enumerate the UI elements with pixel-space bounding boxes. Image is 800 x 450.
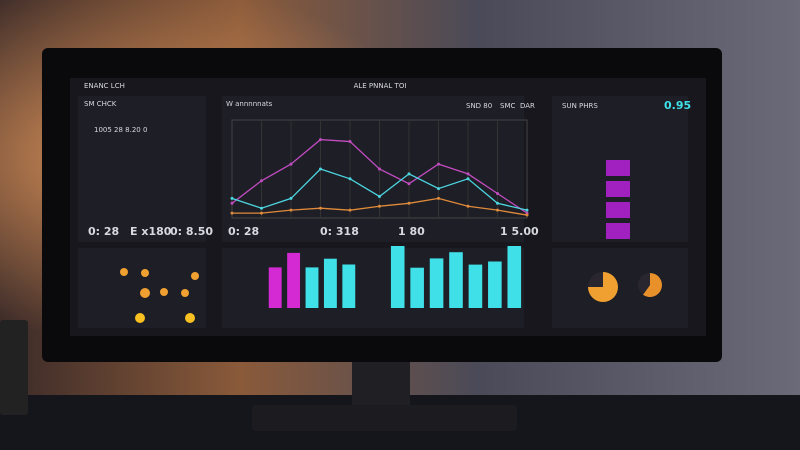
block [606, 202, 630, 218]
badge: SND 80 [466, 102, 492, 110]
point [230, 211, 234, 215]
point [407, 201, 411, 205]
monitor-stand [352, 355, 410, 410]
point [319, 138, 322, 142]
point [319, 167, 322, 171]
point [260, 206, 263, 210]
point [230, 196, 234, 200]
point [437, 187, 440, 191]
badge: SMC [500, 102, 515, 110]
point [348, 177, 352, 181]
bar [449, 252, 463, 308]
gauge-dot [160, 288, 168, 296]
point [260, 211, 263, 215]
block [606, 160, 630, 176]
panel-title: SUN PHRS [562, 102, 598, 110]
point [437, 162, 440, 166]
panel [552, 248, 688, 328]
panel-title: SM CHCK [84, 100, 117, 108]
point [525, 208, 529, 212]
point [348, 208, 352, 212]
point [437, 196, 440, 200]
block [606, 223, 630, 239]
point [378, 204, 381, 208]
point [348, 140, 352, 144]
stat: 1 5.00 [500, 225, 539, 238]
point [466, 177, 470, 181]
header-center: ALE PNNAL TOI [354, 82, 407, 90]
bar [410, 267, 424, 308]
gauge-dot [141, 269, 149, 277]
point [496, 201, 499, 205]
bar [429, 258, 444, 308]
gauge-dot [140, 288, 150, 298]
point [407, 182, 411, 186]
point [525, 213, 529, 217]
block [606, 181, 630, 197]
bar [323, 258, 337, 308]
stat: E x180 [130, 225, 172, 238]
bar [268, 267, 282, 308]
panel-value: 1005 28 8.20 0 [94, 126, 147, 134]
stat: 1 80 [398, 225, 425, 238]
pie-slice [642, 273, 663, 297]
panel-value: 0.95 [664, 99, 691, 112]
gauge-dot [120, 268, 128, 276]
badge: DAR [520, 102, 535, 110]
gauge-dot [181, 289, 189, 297]
monitor-base [252, 405, 517, 431]
pen-holder [0, 320, 28, 415]
header-title: ENANC LCH [84, 82, 125, 90]
point [260, 179, 263, 183]
point [407, 172, 411, 176]
bar [507, 246, 522, 308]
gauge-dot [191, 272, 199, 280]
point [289, 208, 293, 212]
point [319, 206, 322, 210]
point [230, 201, 234, 205]
right-blocks [606, 160, 630, 239]
bar [305, 267, 319, 308]
point [289, 196, 293, 200]
bar [287, 252, 301, 308]
point [496, 192, 499, 195]
gauge-dot [135, 313, 145, 323]
stat: 0: 318 [320, 225, 359, 238]
pie-slice [588, 272, 603, 287]
point [466, 172, 470, 176]
point [378, 167, 381, 171]
charts [230, 119, 663, 308]
point [378, 194, 381, 198]
stat: 0: 28 [228, 225, 259, 238]
panel [222, 96, 524, 242]
point [466, 204, 470, 208]
bar [390, 246, 405, 308]
panel [78, 96, 206, 242]
gauges [120, 268, 199, 323]
bar [342, 264, 356, 308]
panel-title: W annnnnats [226, 100, 273, 108]
bar [488, 261, 502, 308]
point [289, 162, 293, 166]
point [496, 208, 499, 212]
pie-slice [638, 273, 650, 295]
bar [468, 264, 483, 308]
stat: 0: 28 [88, 225, 119, 238]
stat: 0: 8.50 [170, 225, 213, 238]
gauge-dot [185, 313, 195, 323]
